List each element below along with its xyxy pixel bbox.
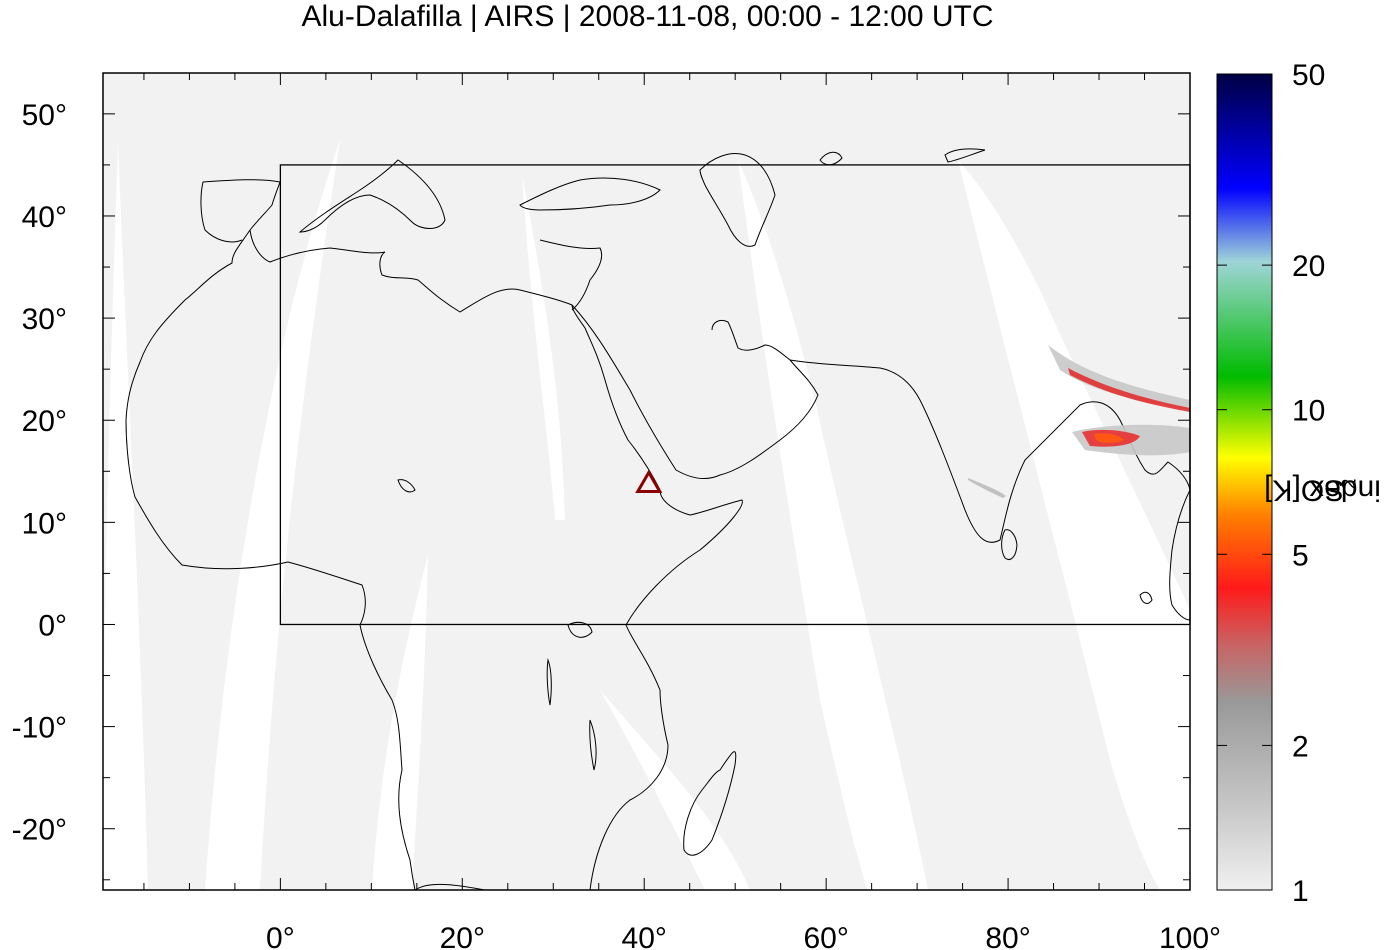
x-tick-label: 80° — [985, 922, 1030, 950]
colorbar-tick-label: 50 — [1292, 59, 1325, 92]
colorbar-label-rest: index [K] — [1264, 473, 1381, 507]
colorbar-tick-label: 5 — [1292, 539, 1309, 572]
x-tick-label: 100° — [1159, 922, 1221, 950]
y-tick-label: 10° — [22, 507, 67, 540]
so2-plume — [1068, 368, 1190, 412]
x-tick-label: 40° — [622, 922, 667, 950]
y-tick-label: 30° — [22, 303, 67, 336]
so2-plume — [1094, 433, 1124, 443]
y-tick-label: 50° — [22, 99, 67, 132]
x-tick-label: 20° — [440, 922, 485, 950]
so2-plumes — [968, 345, 1190, 498]
x-tick-label: 60° — [803, 922, 848, 950]
colorbar-tick-label: 10 — [1292, 395, 1325, 428]
so2-plume — [968, 478, 1006, 498]
swath-gaps — [103, 140, 1190, 890]
colorbar-tick-label: 2 — [1292, 730, 1309, 763]
y-tick-label: 20° — [22, 405, 67, 438]
volcano-marker-triangle — [635, 469, 663, 494]
x-tick-label: 0° — [266, 922, 295, 950]
y-tick-label: 0° — [38, 609, 67, 642]
colorbar-gradient — [1216, 73, 1273, 891]
colorbar-tick-label: 1 — [1292, 875, 1309, 908]
region-box — [279, 164, 1191, 626]
so2-plume — [1048, 345, 1190, 410]
map-title: Alu-Dalafilla | AIRS | 2008-11-08, 00:00… — [301, 0, 994, 33]
y-tick-label: -10° — [12, 712, 67, 745]
colorbar-tick-label: 20 — [1292, 250, 1325, 283]
y-tick-label: 40° — [22, 201, 67, 234]
y-tick-label: -20° — [12, 814, 67, 847]
